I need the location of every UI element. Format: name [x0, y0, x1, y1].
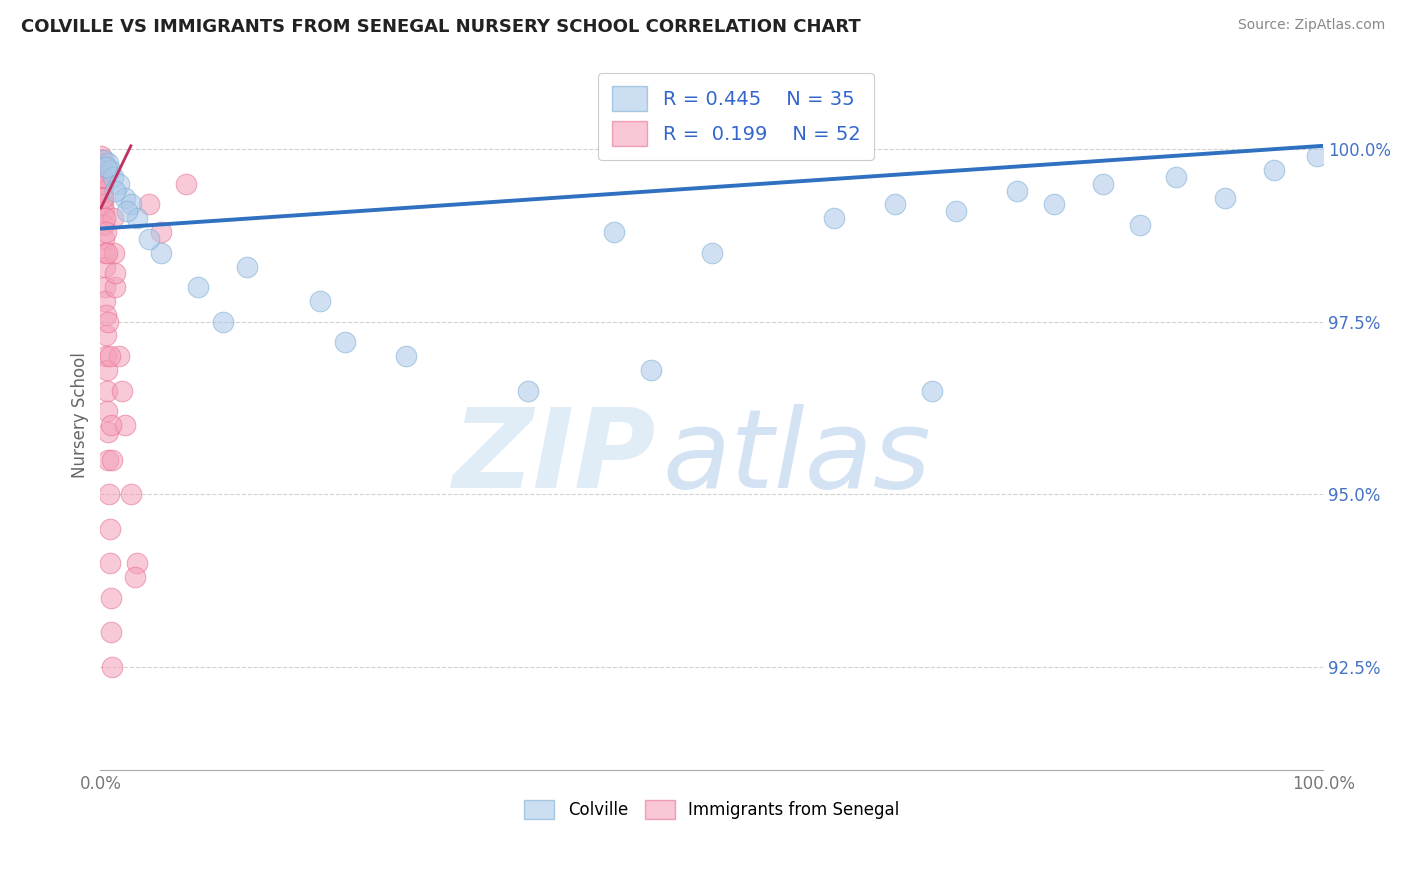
- Y-axis label: Nursery School: Nursery School: [72, 351, 89, 478]
- Point: [114, 418, 136, 433]
- Point: [823, 211, 845, 226]
- Point: [395, 349, 418, 363]
- Point: [93, 153, 115, 167]
- Point: [125, 556, 148, 570]
- Point: [93, 218, 115, 232]
- Point: [93, 197, 115, 211]
- Point: [700, 245, 723, 260]
- Point: [111, 384, 134, 398]
- Point: [150, 225, 173, 239]
- Point: [1213, 190, 1236, 204]
- Point: [90, 156, 112, 170]
- Text: COLVILLE VS IMMIGRANTS FROM SENEGAL NURSERY SCHOOL CORRELATION CHART: COLVILLE VS IMMIGRANTS FROM SENEGAL NURS…: [21, 18, 860, 36]
- Point: [94, 225, 117, 239]
- Point: [94, 260, 117, 274]
- Point: [138, 197, 160, 211]
- Point: [94, 308, 117, 322]
- Point: [101, 211, 124, 226]
- Point: [114, 190, 136, 204]
- Point: [124, 570, 146, 584]
- Point: [1166, 169, 1188, 184]
- Point: [100, 625, 122, 640]
- Point: [91, 169, 114, 184]
- Point: [640, 363, 662, 377]
- Point: [96, 245, 118, 260]
- Point: [100, 591, 122, 605]
- Point: [97, 156, 120, 170]
- Point: [96, 404, 118, 418]
- Point: [97, 315, 120, 329]
- Point: [117, 204, 139, 219]
- Point: [120, 197, 142, 211]
- Point: [97, 487, 120, 501]
- Point: [125, 211, 148, 226]
- Point: [174, 177, 197, 191]
- Point: [96, 160, 118, 174]
- Point: [1092, 177, 1115, 191]
- Point: [1129, 218, 1152, 232]
- Point: [187, 280, 209, 294]
- Text: atlas: atlas: [662, 404, 931, 511]
- Point: [94, 280, 117, 294]
- Point: [309, 293, 332, 308]
- Point: [107, 349, 129, 363]
- Point: [91, 153, 114, 167]
- Text: ZIP: ZIP: [453, 404, 657, 511]
- Point: [93, 190, 115, 204]
- Point: [91, 190, 114, 204]
- Point: [884, 197, 907, 211]
- Point: [150, 245, 173, 260]
- Point: [94, 293, 117, 308]
- Point: [1306, 149, 1329, 163]
- Point: [91, 184, 114, 198]
- Point: [1263, 163, 1285, 178]
- Point: [96, 363, 118, 377]
- Point: [93, 232, 115, 246]
- Point: [120, 487, 142, 501]
- Point: [104, 280, 127, 294]
- Point: [101, 169, 124, 184]
- Point: [103, 245, 125, 260]
- Point: [101, 659, 124, 673]
- Point: [104, 267, 127, 281]
- Point: [517, 384, 540, 398]
- Point: [945, 204, 967, 219]
- Point: [90, 169, 112, 184]
- Point: [97, 425, 120, 439]
- Point: [96, 384, 118, 398]
- Point: [90, 149, 112, 163]
- Point: [1043, 197, 1066, 211]
- Point: [236, 260, 259, 274]
- Point: [211, 315, 233, 329]
- Point: [96, 328, 118, 343]
- Point: [96, 349, 118, 363]
- Point: [921, 384, 943, 398]
- Point: [97, 452, 120, 467]
- Point: [91, 177, 114, 191]
- Point: [98, 522, 121, 536]
- Point: [93, 211, 115, 226]
- Point: [104, 184, 127, 198]
- Point: [333, 335, 356, 350]
- Point: [90, 163, 112, 178]
- Point: [98, 349, 121, 363]
- Point: [93, 204, 115, 219]
- Point: [98, 163, 121, 178]
- Point: [93, 245, 115, 260]
- Point: [1007, 184, 1029, 198]
- Point: [98, 556, 121, 570]
- Point: [100, 418, 122, 433]
- Point: [101, 452, 124, 467]
- Point: [107, 177, 129, 191]
- Point: [603, 225, 626, 239]
- Text: Source: ZipAtlas.com: Source: ZipAtlas.com: [1237, 18, 1385, 32]
- Point: [138, 232, 160, 246]
- Legend: Colville, Immigrants from Senegal: Colville, Immigrants from Senegal: [517, 793, 905, 826]
